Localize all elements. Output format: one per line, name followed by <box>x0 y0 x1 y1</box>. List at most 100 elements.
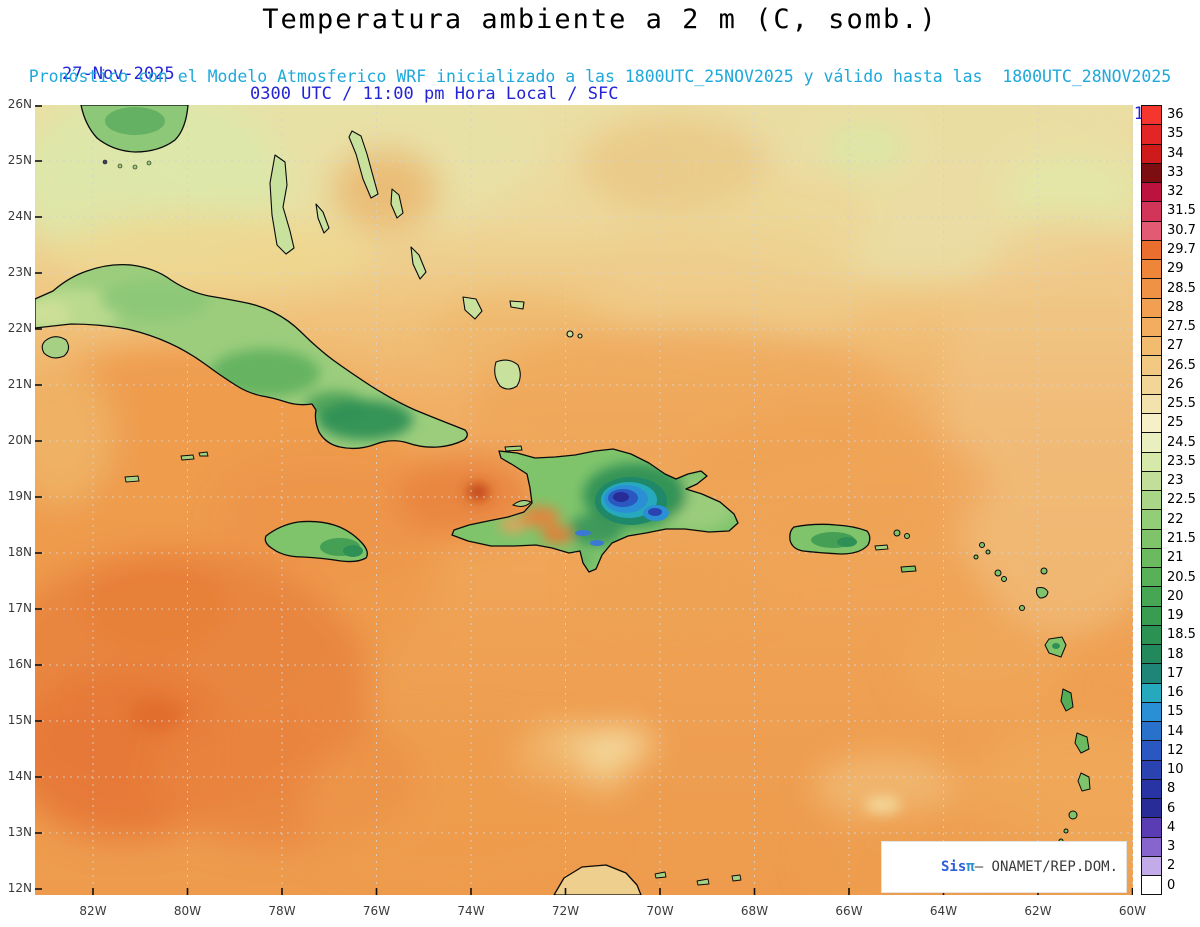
lon-axis-label: 62W <box>1024 904 1052 918</box>
colorbar-tick-label: 26.5 <box>1167 357 1196 373</box>
colorbar-tick-label: 34 <box>1167 145 1184 161</box>
colorbar-tick-label: 27 <box>1167 338 1184 354</box>
colorbar-tick-label: 20 <box>1167 588 1184 604</box>
colorbar-tick-label: 35 <box>1167 126 1184 142</box>
lon-axis-label: 66W <box>835 904 863 918</box>
lat-axis-label: 14N <box>7 769 32 783</box>
jamaica-island <box>264 520 368 563</box>
lat-axis-label: 13N <box>7 825 32 839</box>
colorbar-tick-label: 2 <box>1167 858 1176 874</box>
colorbar-tick-label: 6 <box>1167 800 1176 816</box>
colorbar-cell <box>1142 491 1161 511</box>
watermark-org: – ONAMET/REP.DOM. <box>974 859 1118 875</box>
lat-axis-label: 20N <box>7 433 32 447</box>
colorbar-tick-label: 29.7 <box>1167 241 1196 257</box>
map-svg <box>35 105 1133 895</box>
lat-axis-label: 16N <box>7 657 32 671</box>
colorbar-tick-label: 20.5 <box>1167 569 1196 585</box>
colorbar-cell <box>1142 625 1161 645</box>
lat-axis-label: 23N <box>7 265 32 279</box>
main-map: Sisπ– ONAMET/REP.DOM. <box>35 105 1133 895</box>
colorbar-tick-label: 29 <box>1167 261 1184 277</box>
colorbar-tick-label: 22.5 <box>1167 492 1196 508</box>
colorbar-tick-label: 24.5 <box>1167 434 1196 450</box>
subtitle-row: 27-Nov-2025 0300 UTC / 11:00 pm Hora Loc… <box>0 44 1200 124</box>
colorbar-cell <box>1142 202 1161 222</box>
colorbar-cell <box>1142 125 1161 145</box>
watermark: Sisπ– ONAMET/REP.DOM. <box>881 841 1127 893</box>
colorbar-tick-label: 36 <box>1167 107 1184 123</box>
lat-axis-label: 15N <box>7 713 32 727</box>
colorbar-cell <box>1142 702 1161 722</box>
lon-axis-label: 70W <box>646 904 674 918</box>
colorbar-cell <box>1142 664 1161 684</box>
colorbar-tick-label: 30.7 <box>1167 222 1196 238</box>
colorbar-cell <box>1142 298 1161 318</box>
colorbar-tick-label: 17 <box>1167 665 1184 681</box>
lon-axis-label: 80W <box>173 904 202 918</box>
colorbar-tick-label: 28.5 <box>1167 280 1196 296</box>
watermark-brand: Sis <box>940 859 967 875</box>
forecast-date: 27-Nov-2025 <box>62 64 175 84</box>
colorbar-cell <box>1142 529 1161 549</box>
colorbar-tick-label: 22 <box>1167 511 1184 527</box>
colorbar-tick-label: 21.5 <box>1167 530 1196 546</box>
cold-mountain-spots <box>575 477 669 546</box>
colorbar-cell <box>1142 356 1161 376</box>
colorbar-cell <box>1142 587 1161 607</box>
lat-axis-label: 19N <box>7 489 32 503</box>
colorbar-tick-label: 16 <box>1167 685 1184 701</box>
colorbar: 36 35 34 33 32 31.5 30.7 29.7 29 28.5 28 27.5 27 26.5… <box>1141 105 1200 895</box>
hot-spots <box>129 484 901 814</box>
colorbar-tick-label: 28 <box>1167 299 1184 315</box>
colorbar-tick-label: 3 <box>1167 839 1176 855</box>
colorbar-cell <box>1142 144 1161 164</box>
colorbar-tick-label: 21 <box>1167 550 1184 566</box>
colorbar-cell <box>1142 837 1161 857</box>
colorbar-tick-label: 12 <box>1167 742 1184 758</box>
colorbar-cell <box>1142 471 1161 491</box>
lon-axis-label: 64W <box>929 904 958 918</box>
colorbar-cell <box>1142 818 1161 838</box>
lon-axis-label: 60W <box>1118 904 1147 918</box>
lesser-antilles <box>893 529 1091 887</box>
lat-axis-label: 25N <box>7 153 32 167</box>
colorbar-cell <box>1142 433 1161 453</box>
page-title: Temperatura ambiente a 2 m (C, somb.) <box>262 4 938 35</box>
colorbar-cell <box>1142 876 1161 895</box>
colorbar-cell <box>1142 106 1161 126</box>
run-time: 0300 UTC / 11:00 pm Hora Local / SFC <box>250 84 619 104</box>
colorbar-cell <box>1142 221 1161 241</box>
colorbar-cell <box>1142 452 1161 472</box>
south-coast-features <box>553 864 742 895</box>
colorbar-tick-label: 8 <box>1167 781 1176 797</box>
colorbar-cell <box>1142 414 1161 434</box>
colorbar-cell <box>1142 260 1161 280</box>
colorbar-tick-label: 25 <box>1167 415 1184 431</box>
colorbar-cell <box>1142 856 1161 876</box>
colorbar-cell <box>1142 741 1161 761</box>
colorbar-cell <box>1142 799 1161 819</box>
lon-axis-label: 68W <box>740 904 769 918</box>
cayman-islands <box>124 451 209 483</box>
colorbar-tick-label: 4 <box>1167 819 1176 835</box>
colorbar-cell <box>1142 337 1161 357</box>
lon-axis-label: 82W <box>79 904 107 918</box>
colorbar-tick-label: 18.5 <box>1167 627 1196 643</box>
colorbar-cell <box>1142 240 1161 260</box>
bahamas-islands <box>269 130 583 390</box>
colorbar-tick-label: 19 <box>1167 608 1184 624</box>
lat-axis-label: 26N <box>7 97 32 111</box>
colorbar-cell <box>1142 375 1161 395</box>
colorbar-cell <box>1142 163 1161 183</box>
colorbar-cell <box>1142 645 1161 665</box>
colorbar-tick-label: 10 <box>1167 762 1184 778</box>
lon-axis-label: 74W <box>457 904 485 918</box>
colorbar-cell <box>1142 779 1161 799</box>
lat-axis-label: 12N <box>7 881 32 895</box>
colorbar-tick-label: 23 <box>1167 473 1184 489</box>
colorbar-cell <box>1142 279 1161 299</box>
colorbar-cell <box>1142 568 1161 588</box>
colorbar-tick-label: 26 <box>1167 376 1184 392</box>
